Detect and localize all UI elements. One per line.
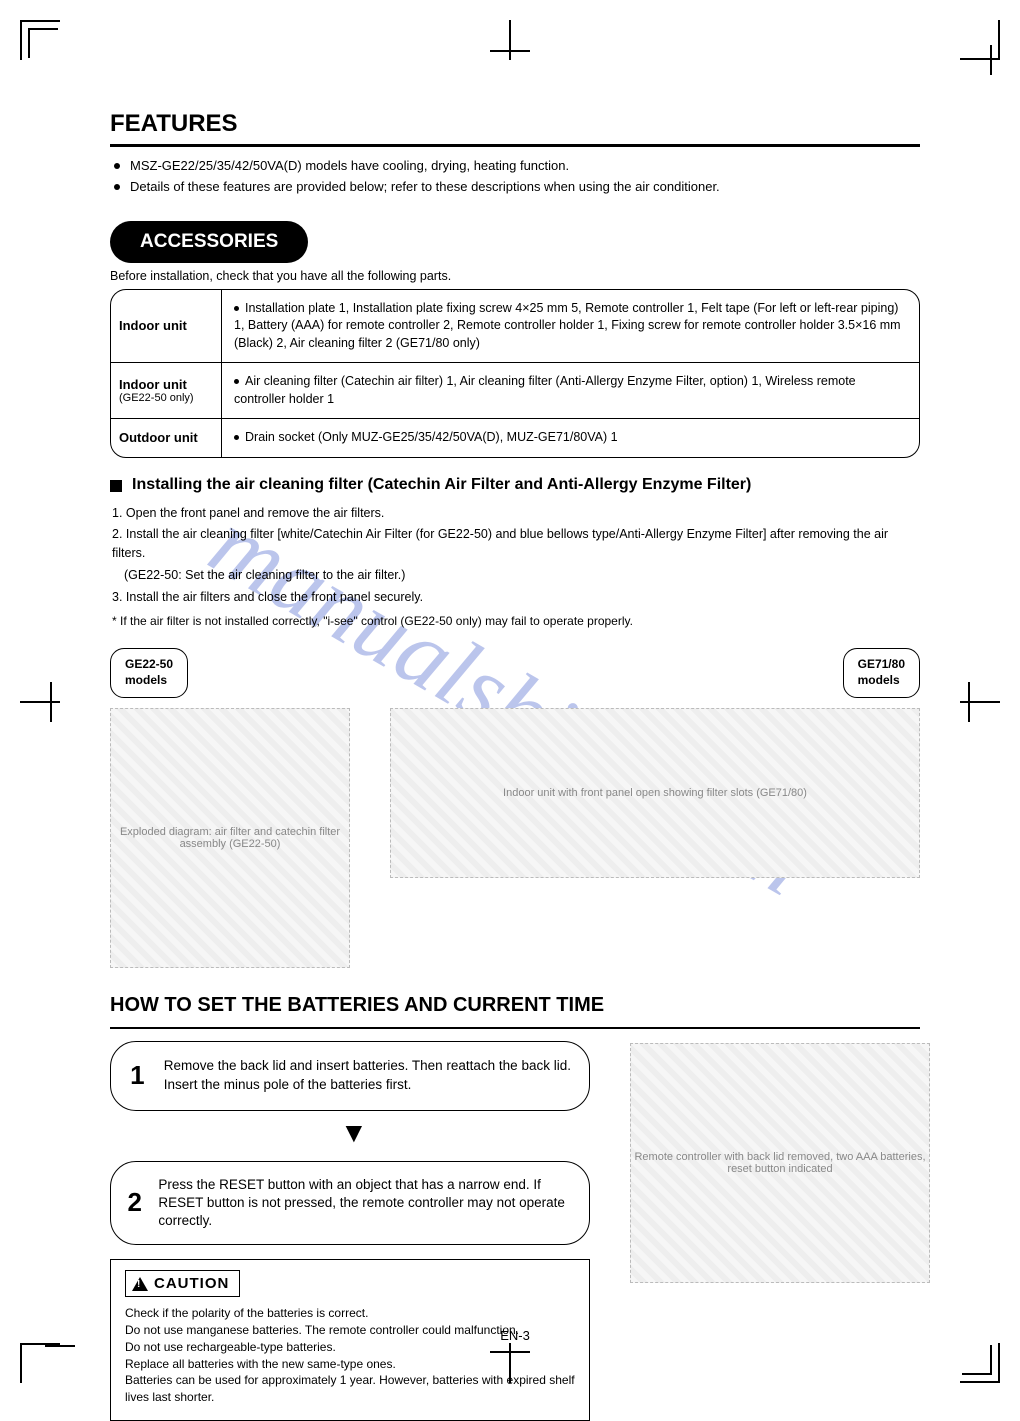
step-text: Press the RESET button with an object th…: [158, 1176, 571, 1231]
remote-section-title: HOW TO SET THE BATTERIES AND CURRENT TIM…: [110, 994, 920, 1017]
filter-heading: Installing the air cleaning filter (Cate…: [132, 476, 751, 494]
page-number: EN-3: [500, 1328, 530, 1343]
model-badge: GE22-50 models: [110, 648, 188, 697]
feature-bullets: MSZ-GE22/25/35/42/50VA(D) models have co…: [110, 157, 920, 197]
row-label-text: Outdoor unit: [119, 430, 213, 445]
caution-line: Replace all batteries with the new same-…: [125, 1356, 575, 1373]
feature-bullet: MSZ-GE22/25/35/42/50VA(D) models have co…: [114, 157, 920, 176]
row-content: Drain socket (Only MUZ-GE25/35/42/50VA(D…: [221, 419, 919, 457]
filter-steps: 1. Open the front panel and remove the a…: [112, 504, 920, 631]
row-label-text: Indoor unit: [119, 318, 213, 333]
remote-diagram: Remote controller with back lid removed,…: [630, 1043, 930, 1283]
row-label: Indoor unit (GE22-50 only): [111, 363, 221, 418]
step-bubble-1: 1 Remove the back lid and insert batteri…: [110, 1041, 590, 1111]
warning-triangle-icon: [132, 1277, 148, 1291]
divider: [110, 1027, 920, 1029]
row-label: Outdoor unit: [111, 419, 221, 457]
caution-text: CAUTION: [154, 1273, 229, 1294]
filter-diagram-right: Indoor unit with front panel open showin…: [390, 708, 920, 878]
accessories-table: Indoor unit Installation plate 1, Instal…: [110, 289, 920, 458]
step-note: * If the air filter is not installed cor…: [112, 612, 920, 630]
step-number: 1: [125, 1056, 150, 1096]
models-row: GE22-50 models Exploded diagram: air fil…: [110, 648, 920, 967]
row-label-text: Indoor unit: [119, 377, 213, 392]
crop-mark: [28, 28, 58, 58]
row-content-text: Drain socket (Only MUZ-GE25/35/42/50VA(D…: [245, 430, 618, 444]
step-bubble-2: 2 Press the RESET button with an object …: [110, 1161, 590, 1246]
accessories-intro: Before installation, check that you have…: [110, 269, 920, 283]
step-text: Remove the back lid and insert batteries…: [164, 1057, 571, 1093]
row-label-sub: (GE22-50 only): [119, 392, 213, 404]
page-content: FEATURES MSZ-GE22/25/35/42/50VA(D) model…: [110, 110, 920, 1323]
step: 3. Install the air filters and close the…: [112, 588, 920, 607]
filter-diagram-left: Exploded diagram: air filter and catechi…: [110, 708, 350, 968]
step: 2. Install the air cleaning filter [whit…: [112, 525, 920, 563]
model-column-left: GE22-50 models Exploded diagram: air fil…: [110, 648, 370, 967]
row-content-text: Air cleaning filter (Catechin air filter…: [234, 374, 856, 406]
divider: [110, 144, 920, 147]
feature-bullet: Details of these features are provided b…: [114, 178, 920, 197]
section-title: FEATURES: [110, 110, 920, 138]
table-row: Indoor unit Installation plate 1, Instal…: [111, 290, 919, 363]
caution-line: Check if the polarity of the batteries i…: [125, 1305, 575, 1322]
crop-mark: [45, 1345, 75, 1375]
caution-line: Batteries can be used for approximately …: [125, 1372, 575, 1406]
row-content: Air cleaning filter (Catechin air filter…: [221, 363, 919, 418]
step: 1. Open the front panel and remove the a…: [112, 504, 920, 523]
step-number: 2: [125, 1183, 144, 1223]
table-row: Indoor unit (GE22-50 only) Air cleaning …: [111, 362, 919, 418]
row-label: Indoor unit: [111, 290, 221, 363]
square-bullet-icon: [110, 480, 122, 492]
crop-mark: [962, 1345, 992, 1375]
filter-heading-row: Installing the air cleaning filter (Cate…: [110, 476, 920, 494]
row-content: Installation plate 1, Installation plate…: [221, 290, 919, 363]
model-badge: GE71/80 models: [843, 648, 920, 697]
caution-label: CAUTION: [125, 1270, 240, 1297]
crop-mark: [962, 45, 992, 75]
table-row: Outdoor unit Drain socket (Only MUZ-GE25…: [111, 418, 919, 457]
step-sub: (GE22-50: Set the air cleaning filter to…: [112, 566, 920, 585]
accessories-pill: ACCESSORIES: [110, 221, 308, 263]
row-content-text: Installation plate 1, Installation plate…: [234, 301, 901, 350]
model-column-right: GE71/80 models Indoor unit with front pa…: [390, 648, 920, 877]
